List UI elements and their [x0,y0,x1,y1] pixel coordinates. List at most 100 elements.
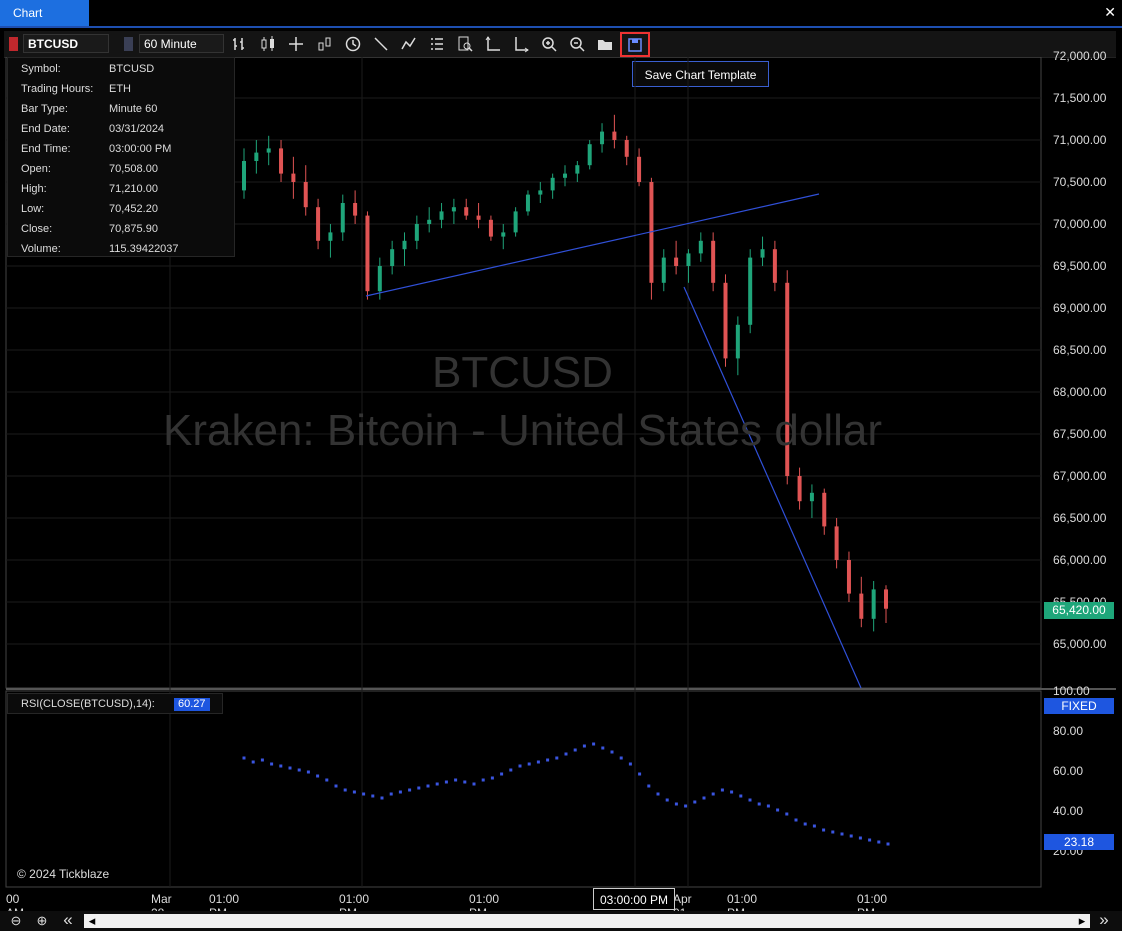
clock-icon[interactable] [343,34,363,54]
rsi-point [739,794,743,798]
rsi-point [877,840,881,844]
candle-body [649,182,654,283]
candle-body [303,182,308,208]
rsi-point [500,772,504,776]
chart-type-icon[interactable] [315,34,335,54]
candle-body [390,249,395,266]
info-value: 03/31/2024 [109,123,165,135]
info-key: Close: [21,223,53,235]
symbol-selector[interactable]: BTCUSD [23,34,109,53]
list-icon[interactable] [427,34,447,54]
rsi-point [481,778,485,782]
price-tick-label: 71,500.00 [1053,91,1107,105]
rsi-tick-label: 40.00 [1053,804,1084,818]
scroll-back-button[interactable]: « [63,910,73,929]
scroll-right-button[interactable]: ▸ [1078,913,1086,928]
rsi-point [674,802,678,806]
info-key: High: [21,183,47,195]
rsi-point [647,784,651,788]
rsi-point [766,804,770,808]
rsi-point [684,804,688,808]
rsi-point [362,792,366,796]
trendline [365,193,820,297]
candle-body [772,249,777,283]
zoom-out-button[interactable]: ⊖ [10,913,22,928]
info-value: BTCUSD [109,63,155,75]
line-draw-icon[interactable] [371,34,391,54]
axis-icon[interactable] [483,34,503,54]
scroll-forward-button[interactable]: » [1099,910,1109,929]
rsi-point [536,760,540,764]
candle-body [451,207,456,212]
rsi-point [592,742,596,746]
rsi-name: RSI(CLOSE(BTCUSD),14): [21,698,155,710]
rsi-tick-label: 60.00 [1053,764,1084,778]
close-icon[interactable]: ✕ [1104,4,1116,20]
price-tick-label: 71,000.00 [1053,133,1107,147]
candle-body [711,240,716,283]
data-info-panel: Symbol: BTCUSD Trading Hours: ETH Bar Type: M… [7,57,235,257]
info-key: End Time: [21,143,71,155]
candle-body [834,526,839,560]
axis-alt-icon[interactable] [511,34,531,54]
rsi-point [260,758,264,762]
scroll-left-button[interactable]: ◂ [88,913,96,928]
zoom-out-icon[interactable] [567,34,587,54]
candle-body [353,203,358,216]
rsi-point [389,792,393,796]
candle-body [587,144,592,166]
rsi-point [371,794,375,798]
rsi-point [288,766,292,770]
rsi-point [527,762,531,766]
candle-body [846,560,851,594]
tab-chart[interactable]: Chart [0,0,89,26]
candle-body [748,257,753,325]
candle-body [328,232,333,241]
candle-body [661,257,666,283]
rsi-point [886,842,890,846]
crosshair-icon[interactable] [286,34,306,54]
zigzag-icon[interactable] [399,34,419,54]
candle-body [674,257,679,266]
rsi-point [665,798,669,802]
candle-body [612,131,617,140]
bars-icon[interactable] [230,34,250,54]
rsi-point [564,752,568,756]
search-doc-icon[interactable] [455,34,475,54]
scrollbar-track[interactable] [84,914,1090,928]
rsi-point [849,834,853,838]
rsi-point [711,792,715,796]
candle-body [340,203,345,233]
candle-body [414,224,419,241]
rsi-point [518,764,522,768]
save-icon[interactable] [620,32,650,57]
zoom-in-button[interactable]: ⊕ [36,913,48,928]
rsi-point [343,788,347,792]
candle-body [513,211,518,233]
candle-body [316,207,321,241]
rsi-label: RSI(CLOSE(BTCUSD),14): 60.27 [7,693,223,714]
rsi-last-badge: 23.18 [1044,834,1114,850]
candle-body [698,240,703,254]
symbol-color-swatch[interactable] [9,37,18,51]
fixed-scale-button[interactable]: FIXED [1044,698,1114,714]
info-value: 71,210.00 [109,183,158,195]
candle-body [279,148,284,174]
info-value: 115.39422037 [109,243,179,255]
candle-body [538,190,543,195]
candles-icon[interactable] [258,34,278,54]
candle-body [488,219,493,237]
rsi-point [316,774,320,778]
info-key: Low: [21,203,45,215]
info-key: Trading Hours: [21,83,94,95]
interval-color-swatch[interactable] [124,37,133,51]
zoom-in-icon[interactable] [539,34,559,54]
rsi-point [638,772,642,776]
open-folder-icon[interactable] [595,34,615,54]
interval-selector[interactable]: 60 Minute [139,34,224,53]
cursor-time-box: 03:00:00 PM [593,888,675,910]
rsi-point [555,756,559,760]
candle-body [723,282,728,359]
tooltip: Save Chart Template [632,61,769,87]
chart-toolbar: BTCUSD 60 Minute [4,31,1116,58]
